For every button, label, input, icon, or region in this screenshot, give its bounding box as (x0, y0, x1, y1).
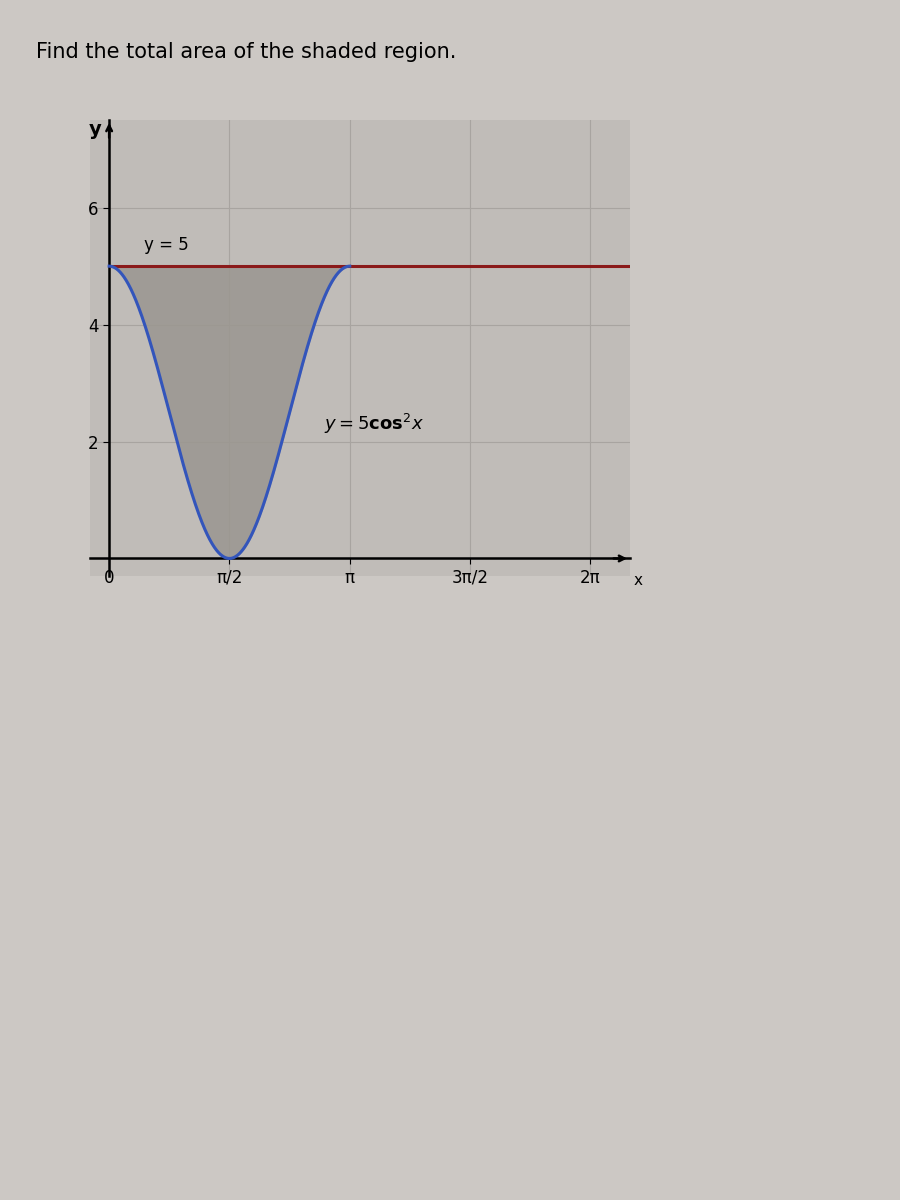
Text: $y = 5\mathbf{cos}^2 x$: $y = 5\mathbf{cos}^2 x$ (324, 412, 424, 436)
Text: y: y (89, 120, 102, 139)
Text: Find the total area of the shaded region.: Find the total area of the shaded region… (36, 42, 456, 62)
Text: x: x (634, 574, 643, 588)
Text: y = 5: y = 5 (144, 236, 188, 254)
